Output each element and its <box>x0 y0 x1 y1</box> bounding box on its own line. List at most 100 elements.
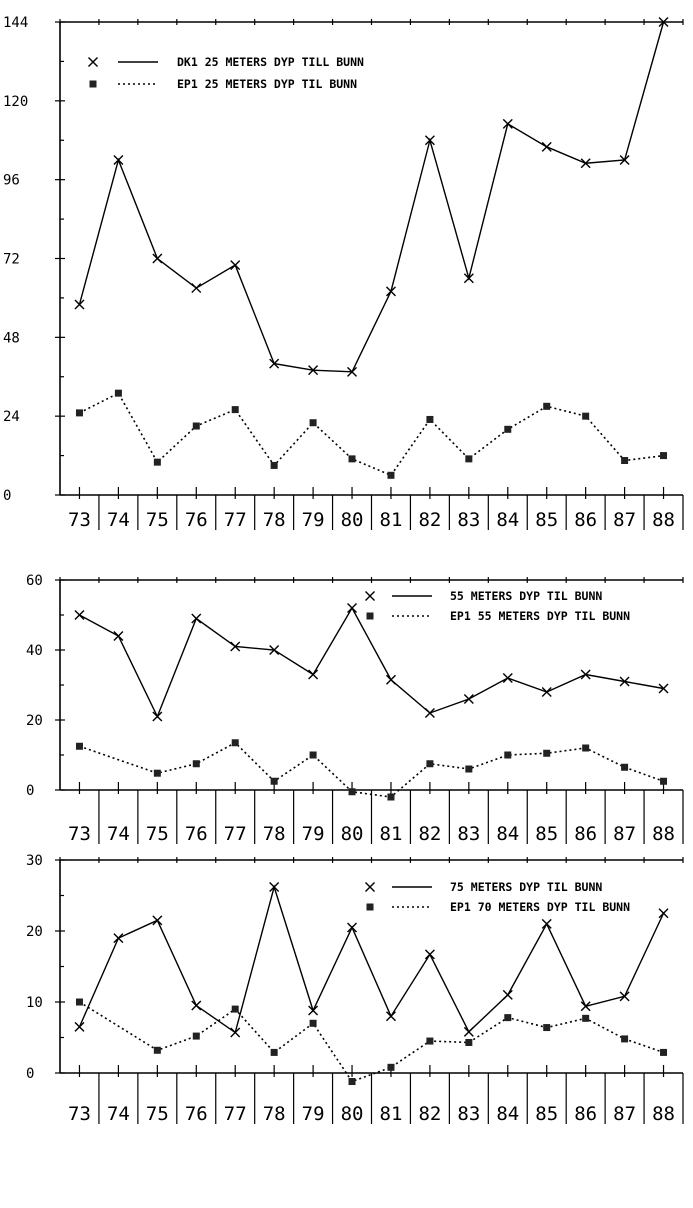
data-point-square-marker <box>231 739 239 747</box>
x-tick-label: 86 <box>574 509 597 531</box>
x-tick-label: 84 <box>496 823 519 845</box>
data-point-square-marker <box>192 1032 200 1040</box>
x-tick-label: 87 <box>613 1103 636 1125</box>
x-tick-label: 87 <box>613 823 636 845</box>
data-point-square-marker <box>387 793 395 801</box>
x-tick-label: 85 <box>535 1103 558 1125</box>
x-tick-label: 82 <box>418 509 441 531</box>
legend-square-marker <box>366 612 374 620</box>
data-point-x-marker <box>541 918 552 929</box>
x-tick-label: 77 <box>224 509 247 531</box>
data-point-square-marker <box>582 1014 590 1022</box>
data-point-square-marker <box>270 461 278 469</box>
data-point-x-marker <box>502 673 513 683</box>
data-point-square-marker <box>192 760 200 768</box>
data-point-square-marker <box>153 458 161 466</box>
data-point-x-marker <box>152 711 163 722</box>
data-point-square-marker <box>192 422 200 430</box>
chart-panel-3: 0 10 20 30 73 74 75 76 77 78 79 80 81 82 83 84 85 86 87 88 7… <box>26 853 684 1125</box>
data-point-x-marker <box>347 603 358 613</box>
data-point-square-marker <box>621 763 629 771</box>
x-tick-label: 80 <box>341 823 364 845</box>
data-point-x-marker <box>113 933 124 944</box>
data-point-square-marker <box>348 1078 356 1086</box>
data-point-square-marker <box>543 749 551 757</box>
y-tick-label: 0 <box>26 783 34 799</box>
data-point-square-marker <box>231 1005 239 1013</box>
data-point-x-marker <box>347 366 358 377</box>
data-point-x-marker <box>74 610 85 620</box>
x-tick-label: 79 <box>302 1103 325 1125</box>
data-point-x-marker <box>658 908 669 919</box>
data-point-square-marker <box>114 389 122 397</box>
series-line-2 <box>79 392 664 477</box>
x-tick-label: 77 <box>224 823 247 845</box>
series-line-2 <box>79 741 664 798</box>
x-tick-label: 78 <box>263 509 286 531</box>
x-tick-label: 73 <box>68 1103 91 1125</box>
x-tick-label: 81 <box>380 1103 403 1125</box>
data-point-x-marker <box>619 676 630 687</box>
data-point-square-marker <box>309 419 317 427</box>
y-tick-label: 40 <box>26 643 43 659</box>
chart-panel-1: 0 24 48 72 96 120 144 73 74 75 76 77 78 79 80 81 82 83 84 8… <box>3 15 684 531</box>
x-tick-label: 84 <box>496 509 519 531</box>
legend-label: 75 METERS DYP TIL BUNN <box>450 880 602 894</box>
data-point-x-marker <box>385 286 396 297</box>
data-point-x-marker <box>308 1005 319 1016</box>
data-point-square-marker <box>426 415 434 423</box>
data-point-square-marker <box>465 455 473 463</box>
y-tick-label: 24 <box>3 409 20 425</box>
data-point-square-marker <box>543 402 551 410</box>
data-point-square-marker <box>504 751 512 759</box>
x-tick-label: 88 <box>652 1103 675 1125</box>
legend-label: DK1 25 METERS DYP TILL BUNN <box>177 55 364 69</box>
data-point-x-marker <box>152 915 163 926</box>
x-tick-label: 85 <box>535 823 558 845</box>
data-point-x-marker <box>308 365 319 376</box>
x-tick-label: 88 <box>652 823 675 845</box>
data-point-square-marker <box>387 471 395 479</box>
data-point-x-marker <box>230 1027 241 1038</box>
x-tick-label: 84 <box>496 1103 519 1125</box>
data-point-x-marker <box>269 358 280 369</box>
y-tick-label: 144 <box>3 15 28 31</box>
legend-x-marker <box>88 57 98 67</box>
data-point-x-marker <box>152 253 163 264</box>
data-point-square-marker <box>75 409 83 417</box>
x-tick-label: 82 <box>418 823 441 845</box>
data-point-square-marker <box>621 457 629 465</box>
data-point-square-marker <box>426 1037 434 1045</box>
data-point-square-marker <box>660 452 668 460</box>
y-tick-label: 60 <box>26 573 43 589</box>
y-tick-label: 20 <box>26 713 43 729</box>
x-tick-label: 83 <box>457 509 480 531</box>
data-point-x-marker <box>658 683 669 694</box>
data-point-x-marker <box>74 1021 85 1032</box>
x-tick-label: 76 <box>185 823 208 845</box>
data-point-square-marker <box>270 777 278 785</box>
data-point-square-marker <box>348 788 356 796</box>
data-point-x-marker <box>502 989 513 1000</box>
y-tick-label: 0 <box>3 488 11 504</box>
legend-square-marker <box>89 80 97 88</box>
legend: DK1 25 METERS DYP TILL BUNN EP1 25 METERS… <box>88 55 364 91</box>
data-point-x-marker <box>424 949 435 960</box>
data-point-square-marker <box>465 1038 473 1046</box>
data-point-square-marker <box>309 751 317 759</box>
x-tick-label: 79 <box>302 823 325 845</box>
y-tick-label: 96 <box>3 173 20 189</box>
legend-x-marker <box>365 591 375 601</box>
data-point-x-marker <box>385 1011 396 1022</box>
data-point-square-marker <box>621 1035 629 1043</box>
legend-label: 55 METERS DYP TIL BUNN <box>450 589 602 603</box>
data-point-x-marker <box>308 669 319 680</box>
x-tick-label: 87 <box>613 509 636 531</box>
data-point-x-marker <box>658 17 669 27</box>
y-tick-label: 20 <box>26 924 43 940</box>
x-tick-label: 75 <box>146 509 169 531</box>
data-point-x-marker <box>463 694 474 704</box>
x-tick-label: 75 <box>146 1103 169 1125</box>
x-tick-label: 81 <box>380 509 403 531</box>
